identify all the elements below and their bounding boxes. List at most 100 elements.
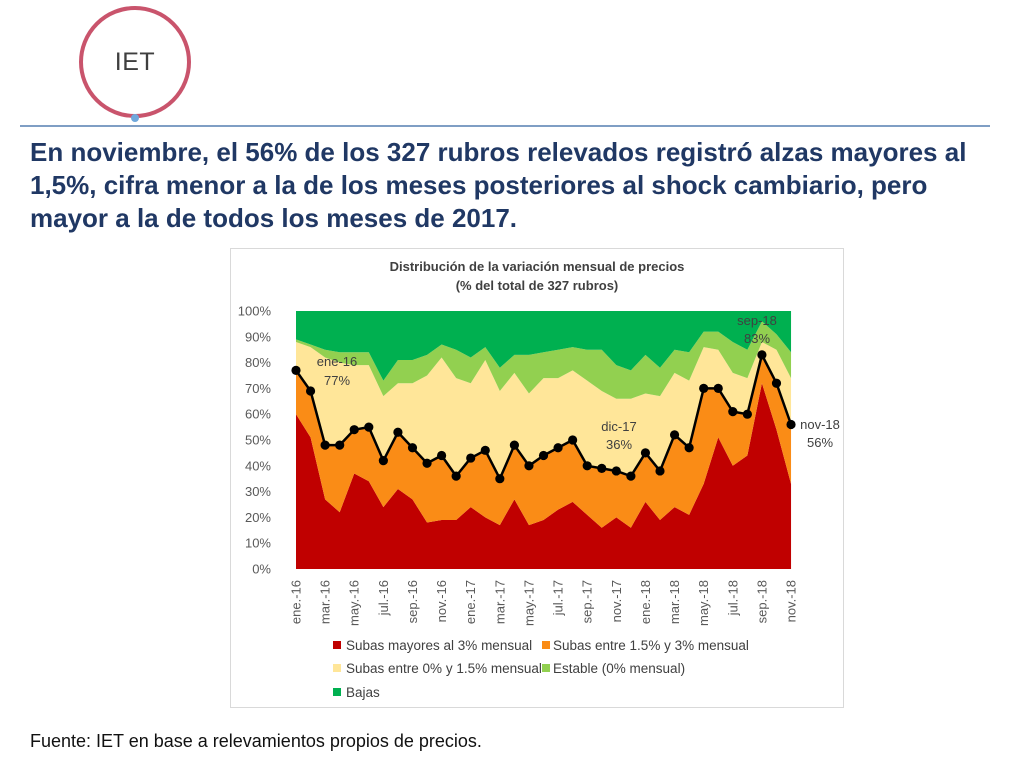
x-tick-label: may.-16 [347, 580, 362, 626]
chart-title: Distribución de la variación mensual de … [390, 259, 685, 274]
y-axis: 0% 10% 20% 30% 40% 50% 60% 70% 80% 90% 100% [238, 304, 272, 577]
x-tick-label: mar.-16 [318, 580, 333, 624]
x-tick-label: nov.-17 [609, 580, 624, 622]
x-tick-label: ene.-17 [463, 580, 478, 624]
annotation-label: ene-16 [317, 354, 357, 369]
line-point [393, 427, 403, 437]
line-point [364, 422, 374, 432]
legend-label: Subas mayores al 3% mensual [346, 638, 532, 653]
chart: Distribución de la variación mensual de … [230, 248, 844, 708]
line-point [335, 440, 345, 450]
line-point [757, 350, 767, 360]
line-point [568, 435, 578, 445]
x-tick-label: jul.-17 [551, 580, 566, 616]
legend-swatch [542, 664, 550, 672]
line-point [669, 430, 680, 440]
line-point [451, 471, 461, 481]
annotation-value: 83% [744, 331, 770, 346]
annotation-value: 77% [324, 373, 350, 388]
line-point [626, 471, 636, 481]
line-point [611, 466, 621, 476]
y-tick-label: 20% [245, 510, 271, 525]
y-tick-label: 0% [252, 562, 271, 577]
line-point [553, 443, 563, 453]
legend-swatch [333, 688, 341, 696]
legend-swatch [333, 664, 341, 672]
y-tick-label: 10% [245, 536, 271, 551]
line-point [771, 378, 782, 388]
line-point [466, 453, 476, 463]
x-tick-label: mar.-17 [492, 580, 507, 624]
legend-label: Bajas [346, 685, 380, 700]
area-subas-1-5-a-3 [296, 354, 792, 528]
legend-label: Estable (0% mensual) [553, 661, 685, 676]
headline-line: En noviembre, el 56% de los 327 rubros r… [30, 137, 967, 167]
line-point [378, 456, 388, 466]
annotation-label: nov-18 [800, 417, 840, 432]
line-point [538, 450, 549, 461]
line-point [597, 463, 607, 473]
y-tick-label: 80% [245, 355, 271, 370]
y-tick-label: 70% [245, 381, 271, 396]
line-point [742, 409, 752, 419]
header-rule [20, 125, 990, 127]
x-tick-label: may.-17 [521, 580, 536, 626]
iet-logo: IET [79, 6, 191, 118]
y-tick-label: 90% [245, 329, 271, 344]
annotation-value: 36% [606, 437, 632, 452]
line-point [291, 365, 301, 375]
x-tick-label: ene.-18 [638, 580, 653, 624]
x-axis: ene.-16 mar.-16 may.-16 jul.-16 sep.-16 nov.-… [289, 580, 799, 626]
line-point [699, 383, 709, 393]
area-layer [296, 311, 792, 569]
line-layer [291, 350, 796, 484]
legend-label: Subas entre 0% y 1.5% mensual [346, 661, 542, 676]
y-tick-label: 30% [245, 484, 271, 499]
y-tick-label: 40% [245, 458, 271, 473]
line-point [509, 440, 519, 450]
line-point [320, 440, 330, 450]
line-point [437, 450, 447, 461]
line-point [713, 383, 723, 393]
area-subas-mayores-3 [296, 383, 792, 569]
x-tick-label: sep.-17 [580, 580, 595, 623]
x-tick-label: sep.-16 [405, 580, 420, 623]
annotation-label: sep-18 [737, 313, 777, 328]
source-note: Fuente: IET en base a relevamientos prop… [30, 731, 482, 751]
y-tick-label: 60% [245, 407, 271, 422]
line-point [407, 443, 418, 453]
line-point [495, 474, 505, 484]
x-tick-label: ene.-16 [289, 580, 304, 624]
area-bajas [296, 311, 792, 381]
line-point [655, 466, 665, 476]
line-point [524, 461, 534, 471]
x-tick-label: nov.-16 [434, 580, 449, 622]
y-tick-label: 100% [238, 304, 272, 319]
headline: En noviembre, el 56% de los 327 rubros r… [30, 136, 966, 235]
annotation-label: dic-17 [601, 419, 636, 434]
area-subas-0-a-1-5 [296, 341, 792, 479]
headline-line: 1,5%, cifra menor a la de los meses post… [30, 170, 928, 200]
x-tick-label: sep.-18 [754, 580, 769, 623]
x-tick-label: mar.-18 [667, 580, 682, 624]
chart-subtitle: (% del total de 327 rubros) [456, 278, 619, 293]
x-tick-label: nov.-18 [784, 580, 799, 622]
legend-swatch [333, 641, 341, 649]
line-point [422, 458, 432, 468]
y-tick-label: 50% [245, 433, 271, 448]
annotation-value: 56% [807, 435, 833, 450]
legend-swatch [542, 641, 550, 649]
line-point [349, 425, 359, 435]
annotations: ene-16 77% dic-17 36% sep-18 83% nov-18 … [317, 313, 840, 452]
logo-text: IET [114, 47, 156, 76]
line-point [305, 386, 316, 396]
x-tick-label: may.-18 [696, 580, 711, 626]
headline-line: mayor a la de todos los meses de 2017. [30, 203, 518, 233]
line-point [582, 461, 592, 471]
legend: Subas mayores al 3% mensual Subas entre … [333, 638, 749, 700]
line-point [728, 407, 738, 417]
x-tick-label: jul.-18 [725, 580, 740, 616]
line-point [480, 445, 490, 455]
legend-label: Subas entre 1.5% y 3% mensual [553, 638, 749, 653]
line-point [786, 419, 796, 430]
